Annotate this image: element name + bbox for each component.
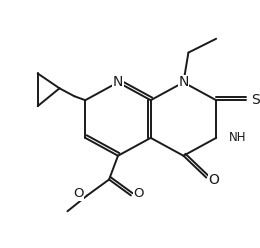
- Text: O: O: [73, 187, 83, 200]
- Text: S: S: [251, 93, 260, 107]
- Text: NH: NH: [229, 131, 246, 144]
- Text: O: O: [134, 187, 144, 200]
- Text: O: O: [209, 173, 220, 186]
- Text: N: N: [178, 75, 189, 89]
- Text: N: N: [113, 75, 123, 89]
